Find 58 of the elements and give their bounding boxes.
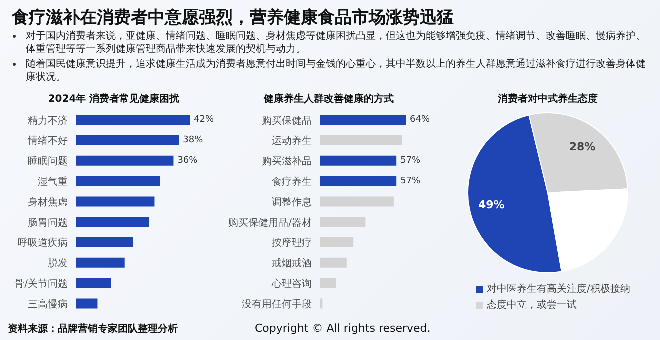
y-tick-label: 戒烟戒酒 xyxy=(272,258,312,270)
chart-title: 消费者对中式养生态度 xyxy=(497,92,599,106)
y-tick-label: 调整作息 xyxy=(272,196,312,208)
y-tick-label: 骨/关节问题 xyxy=(14,278,68,290)
text: 对于国内消费者来说，亚健康、情绪问题、睡眠问题、身材焦虑等健康困扰凸显，但这也为能够增强免疫、情绪调节、改善睡眠、慢病养护、体重管理等等一系列健康管理商品带来快速发展的契机与动力。 xyxy=(26,30,647,56)
y-tick-label: 购买滋补品 xyxy=(262,156,312,168)
bar xyxy=(76,258,125,268)
data-label: 57% xyxy=(400,156,422,166)
bar xyxy=(76,238,133,248)
y-tick-label: 肠胃问题 xyxy=(28,216,68,229)
bar xyxy=(320,176,397,186)
y-tick-label: 心理咨询 xyxy=(271,278,312,290)
y-tick-label: 精力不济 xyxy=(28,114,68,127)
bar xyxy=(320,115,406,126)
y-tick-label: 身材焦虑 xyxy=(28,196,68,208)
bar xyxy=(76,196,155,207)
bar xyxy=(76,156,174,166)
chart-title: 2024年 消费者常见健康困扰 xyxy=(47,92,181,106)
bar xyxy=(76,217,150,228)
bar xyxy=(320,258,347,268)
text: Copyright © All rights reserved. xyxy=(255,322,431,335)
data-label: 49% xyxy=(478,198,505,212)
y-tick-label: 睡眠问题 xyxy=(28,156,68,168)
legend-label: 对中医养生有高关注度/积极接纳 xyxy=(486,282,632,296)
bar xyxy=(320,298,323,309)
bar xyxy=(76,278,112,288)
data-label: 38% xyxy=(183,136,204,146)
bar xyxy=(320,156,397,166)
data-label: 42% xyxy=(194,115,214,126)
y-tick-label: 脱发 xyxy=(48,258,68,270)
text: 资料来源：品牌营销专家团队整理分析 xyxy=(8,322,178,336)
chart-title: 健康养生人群改善健康的方式 xyxy=(262,92,395,106)
y-tick-label: 三高慢病 xyxy=(28,298,68,310)
y-tick-label: 湿气重 xyxy=(38,176,68,188)
y-tick-label: 按摩理疗 xyxy=(272,237,312,250)
text: 随着国民健康意识提升，追求健康生活成为消费者愿意付出时间与金钱的心重心，其中半数以上的养生人群愿意通过滋补食疗进行改善身体健康状况。 xyxy=(26,58,647,84)
bar xyxy=(76,115,190,126)
data-label: 64% xyxy=(410,115,430,126)
bar xyxy=(320,278,336,288)
bar xyxy=(76,136,180,146)
text: 食疗滋补在消费者中意愿强烈，营养健康食品市场涨势迅猛 xyxy=(12,7,454,29)
bar xyxy=(320,238,354,248)
bar xyxy=(76,298,98,309)
bar xyxy=(320,196,394,207)
bar xyxy=(320,136,402,146)
y-tick-label: 呼吸道疾病 xyxy=(18,237,68,250)
y-tick-label: 食疗养生 xyxy=(272,176,312,188)
y-tick-label: 没有用任何手段 xyxy=(242,298,312,310)
data-label: 36% xyxy=(178,156,198,166)
y-tick-label: 购买保健用品/器材 xyxy=(228,216,312,229)
data-label: 28% xyxy=(569,140,596,154)
y-tick-label: 购买保健品 xyxy=(262,116,312,127)
y-tick-label: 情绪不好 xyxy=(27,135,68,148)
bar xyxy=(76,176,160,186)
y-tick-label: 运动养生 xyxy=(272,135,312,148)
bar xyxy=(320,217,366,228)
data-label: 57% xyxy=(400,176,422,186)
legend-label: 态度中立，或尝一试 xyxy=(486,298,578,312)
